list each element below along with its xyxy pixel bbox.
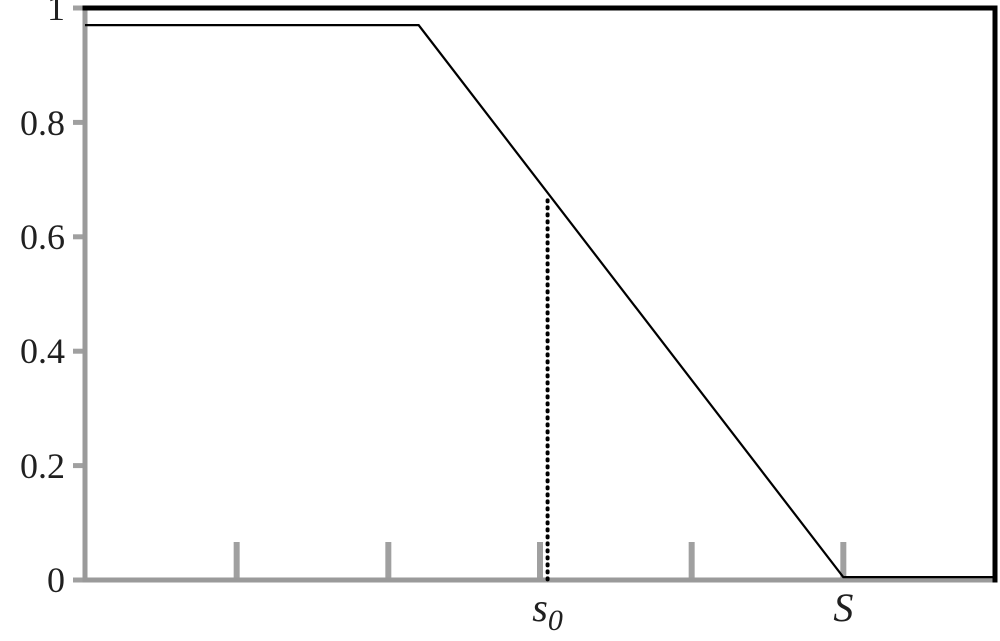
ytick-label: 1 (47, 0, 65, 29)
line-chart: 0 0.2 0.4 0.6 0.8 1 s0 S (0, 0, 1000, 641)
xtick-label-s0: s0 (518, 584, 578, 638)
ytick-label: 0.6 (20, 216, 65, 258)
chart-canvas (0, 0, 1000, 641)
ytick-label: 0.2 (20, 445, 65, 487)
ytick-label: 0.4 (20, 330, 65, 372)
xtick-label-S: S (813, 584, 873, 631)
ytick-label: 0.8 (20, 102, 65, 144)
ytick-label: 0 (47, 559, 65, 601)
